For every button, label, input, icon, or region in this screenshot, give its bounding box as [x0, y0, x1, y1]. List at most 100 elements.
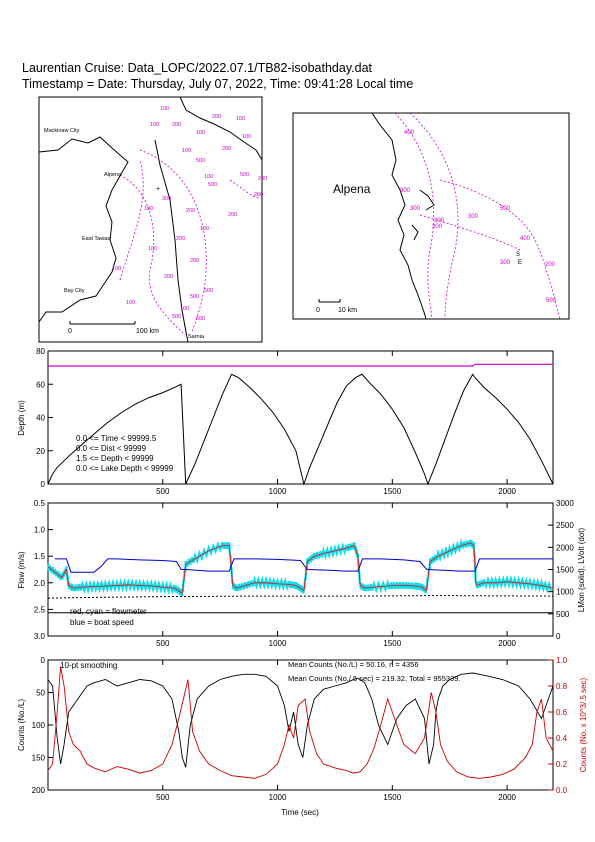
- isobath-label: 200: [212, 114, 221, 120]
- zoom-marker-start: S: [516, 252, 520, 258]
- x-tick-label: 2000: [498, 639, 516, 648]
- x-tick-label: 500: [156, 639, 170, 648]
- isobath-label: 300: [500, 260, 511, 266]
- y-tick-label: 2.0: [34, 579, 46, 588]
- isobath-label: 100: [112, 266, 121, 272]
- isobath-label: 200: [164, 274, 173, 280]
- y-tick-label: 2.5: [34, 605, 46, 614]
- isobath-label: 500: [546, 298, 557, 304]
- isobath-label: 100: [180, 306, 189, 312]
- isobath-label: 100: [160, 106, 169, 112]
- zoom-map-frame: [292, 112, 570, 320]
- isobath-label: 500: [172, 314, 181, 320]
- x-tick-label: 1000: [269, 487, 287, 496]
- y-right-tick-label: 0.0: [556, 786, 568, 795]
- counts-xlabel: Time (sec): [281, 808, 319, 817]
- isobath-label: 500: [190, 294, 199, 300]
- place-alpena: Alpena: [104, 172, 122, 178]
- isobath-label: 400: [404, 130, 415, 136]
- page-title: Laurentian Cruise: Data_LOPC/2022.07.1/T…: [22, 61, 372, 75]
- flow-annotation: blue = boat speed: [70, 618, 134, 627]
- x-tick-label: 1500: [383, 487, 401, 496]
- y-tick-label: 100: [32, 721, 46, 730]
- y-right-tick-label: 1.0: [556, 656, 568, 665]
- flow-ylabel-right: LMon (solid), LVolt (dot): [577, 528, 586, 613]
- isobath-label: 500: [500, 206, 511, 212]
- isobath-label: 200: [545, 262, 556, 268]
- y-right-tick-label: 0.4: [556, 734, 568, 743]
- y-tick-label: 40: [36, 414, 45, 423]
- depth-annotation: 0.0 <= Lake Depth < 99999: [76, 464, 174, 473]
- y-tick-label: 3.0: [34, 632, 46, 641]
- depth-chart: 500 1000 1500 2000 0 20 40 60 80 Depth (m) 0.0 <= …: [17, 347, 554, 496]
- y-tick-label: 0: [41, 480, 46, 489]
- isobath-label: 500: [196, 158, 205, 164]
- flow-ylabel: Flow (m/s): [17, 551, 26, 589]
- y-right-tick-label: 0.8: [556, 682, 568, 691]
- x-tick-label: 500: [156, 487, 170, 496]
- overview-coastline-north: [179, 96, 263, 161]
- overview-isobath-line: [119, 174, 186, 336]
- y-tick-label: 20: [36, 447, 45, 456]
- isobath-label: 200: [222, 146, 231, 152]
- isobath-label: 200: [254, 192, 263, 198]
- y-right-tick-label: 0: [556, 632, 561, 641]
- flowmeter-red-line: [47, 542, 554, 595]
- isobath-label: 100: [204, 174, 213, 180]
- isobath-label: 100: [200, 226, 209, 232]
- isobath-label: 200: [228, 212, 237, 218]
- y-right-tick-label: 500: [556, 610, 570, 619]
- isobath-label: 300: [434, 218, 445, 224]
- isobath-label: 200: [172, 122, 181, 128]
- x-tick-label: 1500: [383, 793, 401, 802]
- x-tick-label: 2000: [498, 487, 516, 496]
- counts-5sec-line: [47, 666, 554, 779]
- x-tick-label: 1500: [383, 639, 401, 648]
- flow-chart: 500 1000 1500 2000 0.5 1.0 1.5 2.0 2.5 3.0 0 500 100…: [17, 499, 586, 648]
- depth-ylabel: Depth (m): [17, 400, 26, 436]
- isobath-label: 100: [242, 134, 251, 140]
- zoom-place-alpena: Alpena: [333, 182, 371, 196]
- isobath-label: 300: [410, 206, 421, 212]
- isobath-label: 300: [468, 214, 479, 220]
- isobath-label: 200: [190, 258, 199, 264]
- y-tick-label: 50: [36, 689, 45, 698]
- isobath-label: 200: [186, 208, 195, 214]
- isobath-label: 100: [126, 300, 135, 306]
- depth-annotation: 0.0 <= Dist < 99999: [76, 444, 147, 453]
- isobath-label: 500: [196, 316, 205, 322]
- zoom-isobath-line: [409, 112, 459, 320]
- place-mackinaw: Mackinaw City: [44, 128, 80, 134]
- x-tick-label: 1000: [269, 793, 287, 802]
- y-tick-label: 1.0: [34, 526, 46, 535]
- isobath-label: 300: [162, 196, 171, 202]
- place-east-tawas: East Tawas: [82, 236, 110, 242]
- place-sarnia: Sarnia: [188, 334, 205, 340]
- counts-smoothed-line: [47, 672, 554, 768]
- isobath-label: 100: [150, 122, 159, 128]
- zoom-isobath-line: [419, 214, 521, 251]
- isobath-label: 500: [240, 172, 249, 178]
- y-right-tick-label: 2500: [556, 521, 574, 530]
- overview-scale-zero: 0: [68, 328, 72, 335]
- y-tick-label: 150: [32, 754, 46, 763]
- overview-coastline-east: [154, 139, 189, 343]
- y-tick-label: 200: [32, 786, 46, 795]
- lvolt-line: [47, 595, 554, 599]
- y-tick-label: 0: [41, 656, 46, 665]
- y-right-tick-label: 3000: [556, 499, 574, 508]
- zoom-scale-zero: 0: [316, 307, 320, 314]
- flow-annotation: red, cyan = flowmeter: [70, 607, 147, 616]
- isobath-label: 200: [258, 176, 267, 182]
- x-tick-label: 500: [156, 793, 170, 802]
- zoom-scale-label: 10 km: [338, 307, 357, 314]
- isobath-label: 100: [196, 130, 205, 136]
- y-tick-label: 80: [36, 347, 45, 356]
- overview-isobath-line: [119, 159, 144, 281]
- isobath-label: 300: [432, 224, 443, 230]
- y-right-tick-label: 0.6: [556, 708, 568, 717]
